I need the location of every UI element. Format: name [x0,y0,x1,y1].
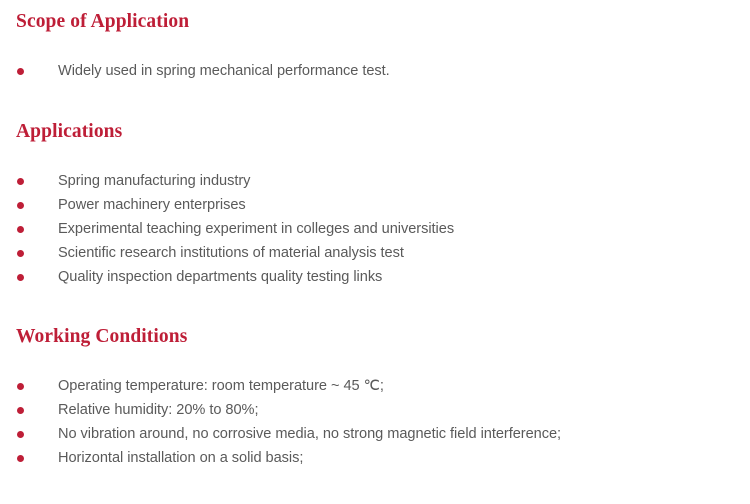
section-heading-working-conditions: Working Conditions [16,326,188,347]
bullet-dot-icon [17,431,24,438]
bullet-list-scope-of-application: Widely used in spring mechanical perform… [0,59,750,83]
bullet-list-applications: Spring manufacturing industry Power mach… [0,169,750,289]
bullet-dot-icon [17,250,24,257]
list-item-label: Experimental teaching experiment in coll… [58,221,455,237]
list-item: Scientific research institutions of mate… [0,241,750,265]
list-item-label: Quality inspection departments quality t… [58,269,383,285]
bullet-dot-icon [17,455,24,462]
bullet-dot-icon [17,274,24,281]
list-item-label: Spring manufacturing industry [58,173,251,189]
list-item-label: Widely used in spring mechanical perform… [58,63,390,79]
bullet-dot-icon [17,202,24,209]
list-item: No vibration around, no corrosive media,… [0,422,750,446]
list-item: Experimental teaching experiment in coll… [0,217,750,241]
list-item-label: Operating temperature: room temperature … [58,378,384,394]
list-item-label: Relative humidity: 20% to 80%; [58,402,259,418]
list-item: Horizontal installation on a solid basis… [0,446,750,470]
bullet-dot-icon [17,178,24,185]
list-item-label: Power machinery enterprises [58,197,246,213]
list-item-label: No vibration around, no corrosive media,… [58,426,562,442]
list-item-label: Scientific research institutions of mate… [58,245,404,261]
section-scope-of-application: Scope of Application Widely used in spri… [0,11,750,83]
bullet-dot-icon [17,226,24,233]
list-item: Power machinery enterprises [0,193,750,217]
section-heading-applications: Applications [16,121,123,142]
bullet-dot-icon [17,383,24,390]
list-item: Operating temperature: room temperature … [0,374,750,398]
bullet-dot-icon [17,68,24,75]
list-item-label: Horizontal installation on a solid basis… [58,450,304,466]
section-applications: Applications Spring manufacturing indust… [0,121,750,289]
bullet-dot-icon [17,407,24,414]
bullet-list-working-conditions: Operating temperature: room temperature … [0,374,750,470]
list-item: Spring manufacturing industry [0,169,750,193]
list-item: Relative humidity: 20% to 80%; [0,398,750,422]
list-item: Quality inspection departments quality t… [0,265,750,289]
list-item: Widely used in spring mechanical perform… [0,59,750,83]
section-working-conditions: Working Conditions Operating temperature… [0,326,750,470]
section-heading-scope-of-application: Scope of Application [16,11,190,32]
